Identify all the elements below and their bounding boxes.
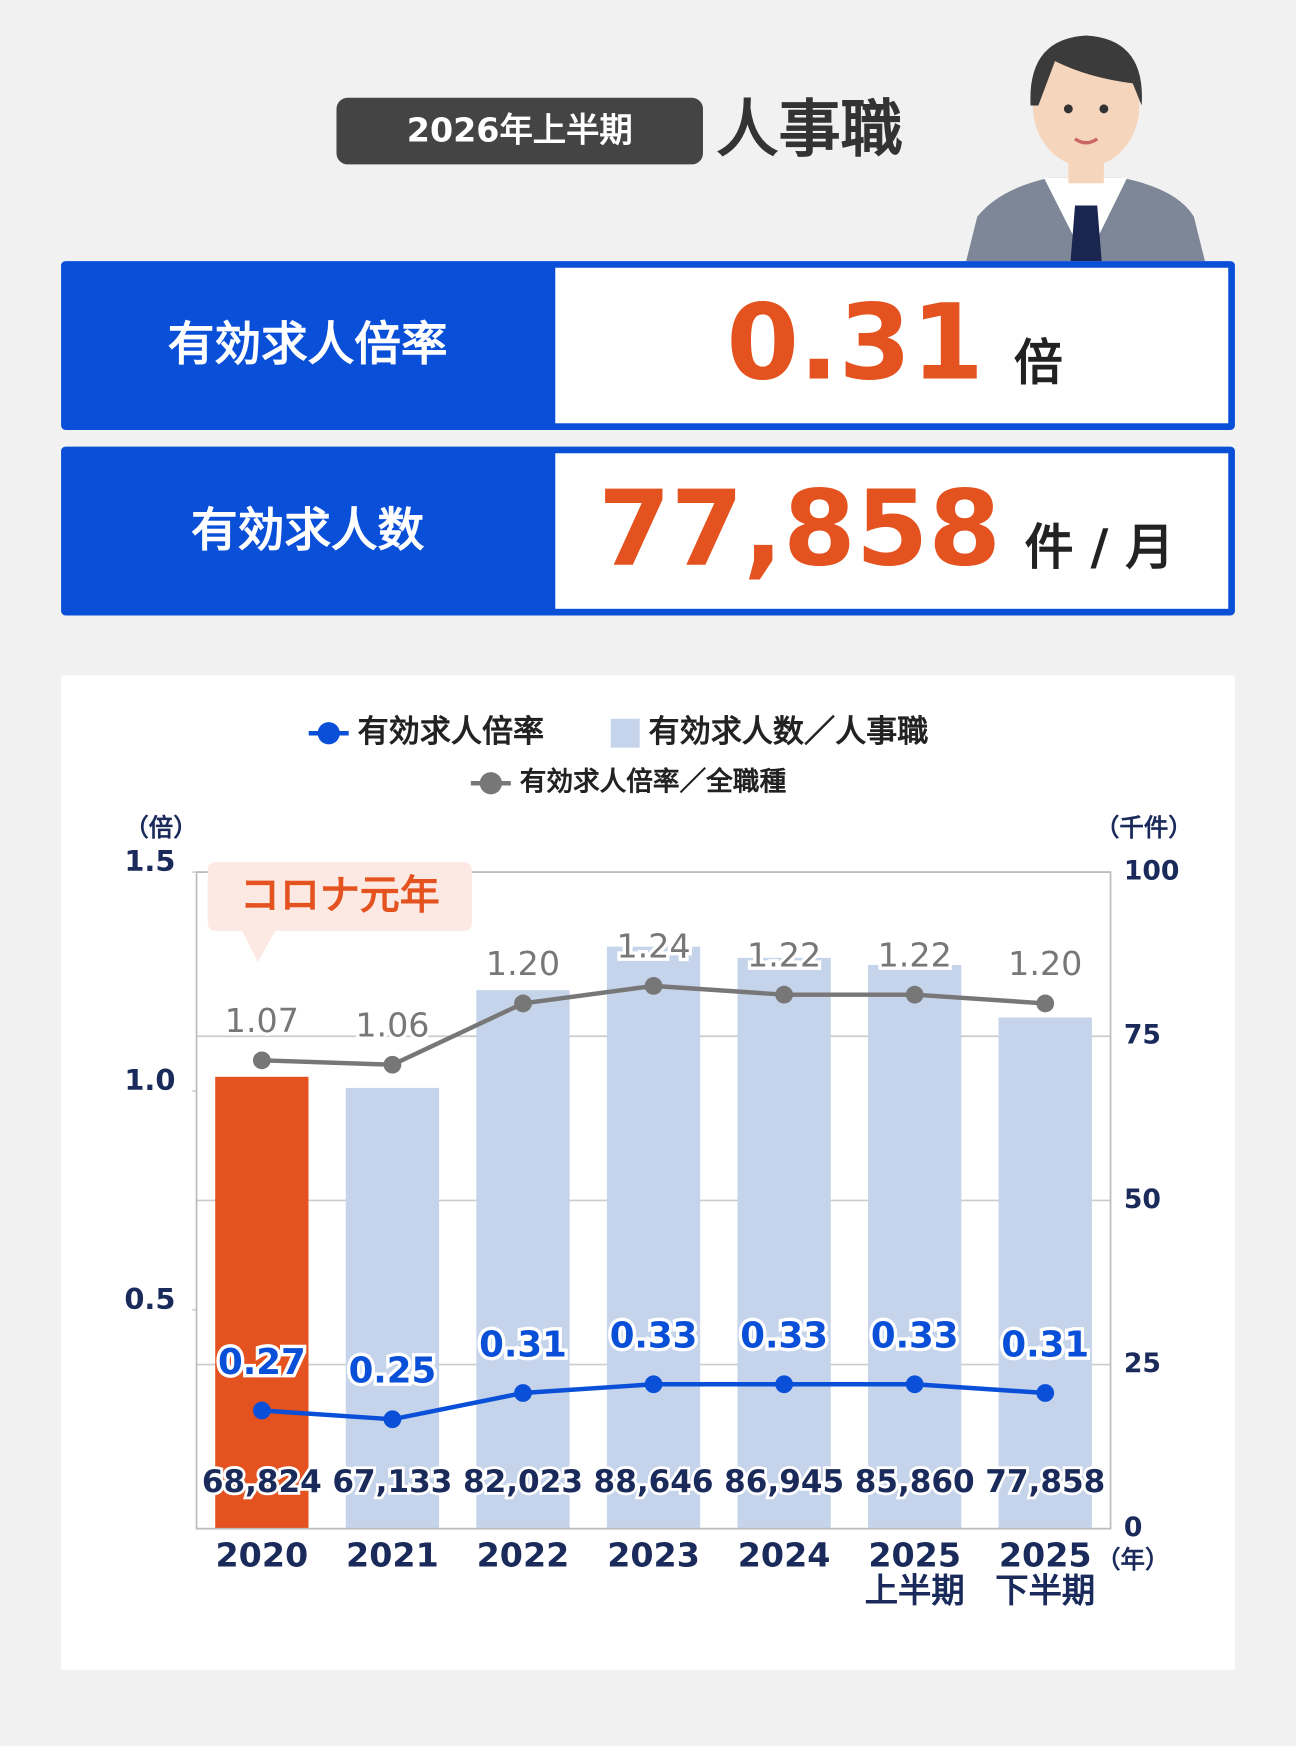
point <box>644 1375 663 1394</box>
bar <box>215 1076 309 1529</box>
annotation: コロナ元年 <box>240 873 440 919</box>
bar-value-label: 86,945 <box>724 1464 844 1500</box>
bar <box>998 1017 1092 1529</box>
point <box>252 1401 271 1420</box>
plot-frame <box>195 871 1112 1530</box>
bar <box>476 990 570 1529</box>
x-tick-label: 2024 <box>737 1538 831 1576</box>
y-axis-unit: （倍） <box>124 813 197 842</box>
x-label-box: 2025 下半期 <box>995 1538 1096 1611</box>
y2-axis-unit: （千件） <box>1095 813 1193 842</box>
legend-swatch <box>610 718 640 748</box>
point-value-label: 0.31 <box>479 1324 567 1365</box>
x-label-box: 2020 <box>215 1538 309 1576</box>
point-value-label: 1.07 <box>225 1001 299 1040</box>
point-value-label: 1.22 <box>878 935 952 974</box>
point-value-label: 1.22 <box>747 935 821 974</box>
x-tick-label: 2022 <box>476 1538 570 1576</box>
x-tick-label: 2025 下半期 <box>995 1538 1096 1611</box>
point <box>905 985 924 1004</box>
x-tick-label: 2021 <box>346 1538 439 1576</box>
x-label-box: 2023 <box>607 1538 700 1576</box>
point <box>775 985 794 1004</box>
bar-value-label: 85,860 <box>855 1464 975 1500</box>
point <box>1036 1384 1055 1402</box>
legend-dot <box>317 722 340 745</box>
y-tick-label: 1.5 <box>124 844 175 878</box>
x-label-box: 2024 <box>737 1538 831 1576</box>
x-label-box: 2021 <box>346 1538 439 1576</box>
point-value-label: 0.25 <box>349 1351 437 1392</box>
legend-label: 有効求人倍率 <box>358 714 545 750</box>
point-value-label: 0.33 <box>871 1316 959 1357</box>
x-label-box: 2022 <box>476 1538 570 1576</box>
point-value-label: 0.27 <box>218 1342 306 1383</box>
bar <box>606 946 701 1529</box>
point-value-label: 0.33 <box>610 1316 698 1357</box>
annotation-bubble <box>207 862 472 963</box>
bar <box>345 1087 440 1529</box>
point <box>383 1410 402 1429</box>
stat-label: 有効求人数 <box>191 504 425 558</box>
badge <box>336 97 703 165</box>
page-title: 人事職 <box>716 92 903 165</box>
badge-text: 2026年上半期 <box>407 111 633 150</box>
bar-value-label: 67,133 <box>332 1464 452 1500</box>
stat-unit: 倍 <box>1014 335 1063 392</box>
point-value-label: 1.06 <box>355 1005 429 1044</box>
stat-value: 77,858 <box>598 467 1001 589</box>
y2-tick-label: 50 <box>1124 1184 1161 1215</box>
y2-tick-label: 100 <box>1124 856 1180 887</box>
x-tick-label: 2023 <box>607 1538 700 1576</box>
y2-tick-label: 0 <box>1124 1512 1143 1543</box>
legend-label: 有効求人倍率／全職種 <box>520 767 787 798</box>
point <box>905 1375 924 1394</box>
point <box>252 1051 271 1070</box>
x-label-box: 2025 上半期 <box>864 1538 965 1611</box>
bar-value-label: 77,858 <box>985 1464 1105 1500</box>
point-value-label: 1.20 <box>486 944 560 983</box>
y2-tick-label: 75 <box>1124 1020 1161 1051</box>
bar-value-label: 88,646 <box>594 1464 714 1500</box>
x-tick-label: 2025 上半期 <box>864 1538 965 1611</box>
stat-unit: 件 / 月 <box>1025 519 1175 576</box>
bar <box>737 957 831 1529</box>
y-tick-label: 0.5 <box>124 1282 175 1316</box>
point <box>514 994 532 1013</box>
point-value-label: 0.33 <box>740 1316 828 1357</box>
bar <box>868 964 962 1529</box>
stat-value-box <box>555 453 1229 609</box>
legend-label: 有効求人数／人事職 <box>649 714 929 750</box>
point <box>383 1055 402 1074</box>
stat-value-box <box>555 267 1229 424</box>
legend-dot <box>479 772 502 795</box>
stat-value: 0.31 <box>726 282 984 404</box>
x-tick-label: 2020 <box>215 1538 309 1576</box>
y2-tick-label: 25 <box>1124 1348 1161 1379</box>
point <box>775 1375 794 1394</box>
stat-label: 有効求人倍率 <box>168 318 448 372</box>
chart: 0 25 50 75 100 0.5 1.0 1.5（倍） （千件） （年） 68,824 67,13… <box>124 714 1193 1611</box>
point <box>644 977 663 995</box>
point-value-label: 1.20 <box>1008 944 1082 983</box>
point <box>514 1384 532 1402</box>
person-illustration <box>966 35 1205 262</box>
bar-value-label: 68,824 <box>202 1464 322 1500</box>
point <box>1036 994 1055 1013</box>
point-value-label: 0.31 <box>1001 1324 1089 1365</box>
y-tick-label: 1.0 <box>124 1063 175 1097</box>
x-axis-unit: （年） <box>1096 1545 1169 1574</box>
bar-value-label: 82,023 <box>463 1464 583 1500</box>
point-value-label: 1.24 <box>616 927 690 966</box>
